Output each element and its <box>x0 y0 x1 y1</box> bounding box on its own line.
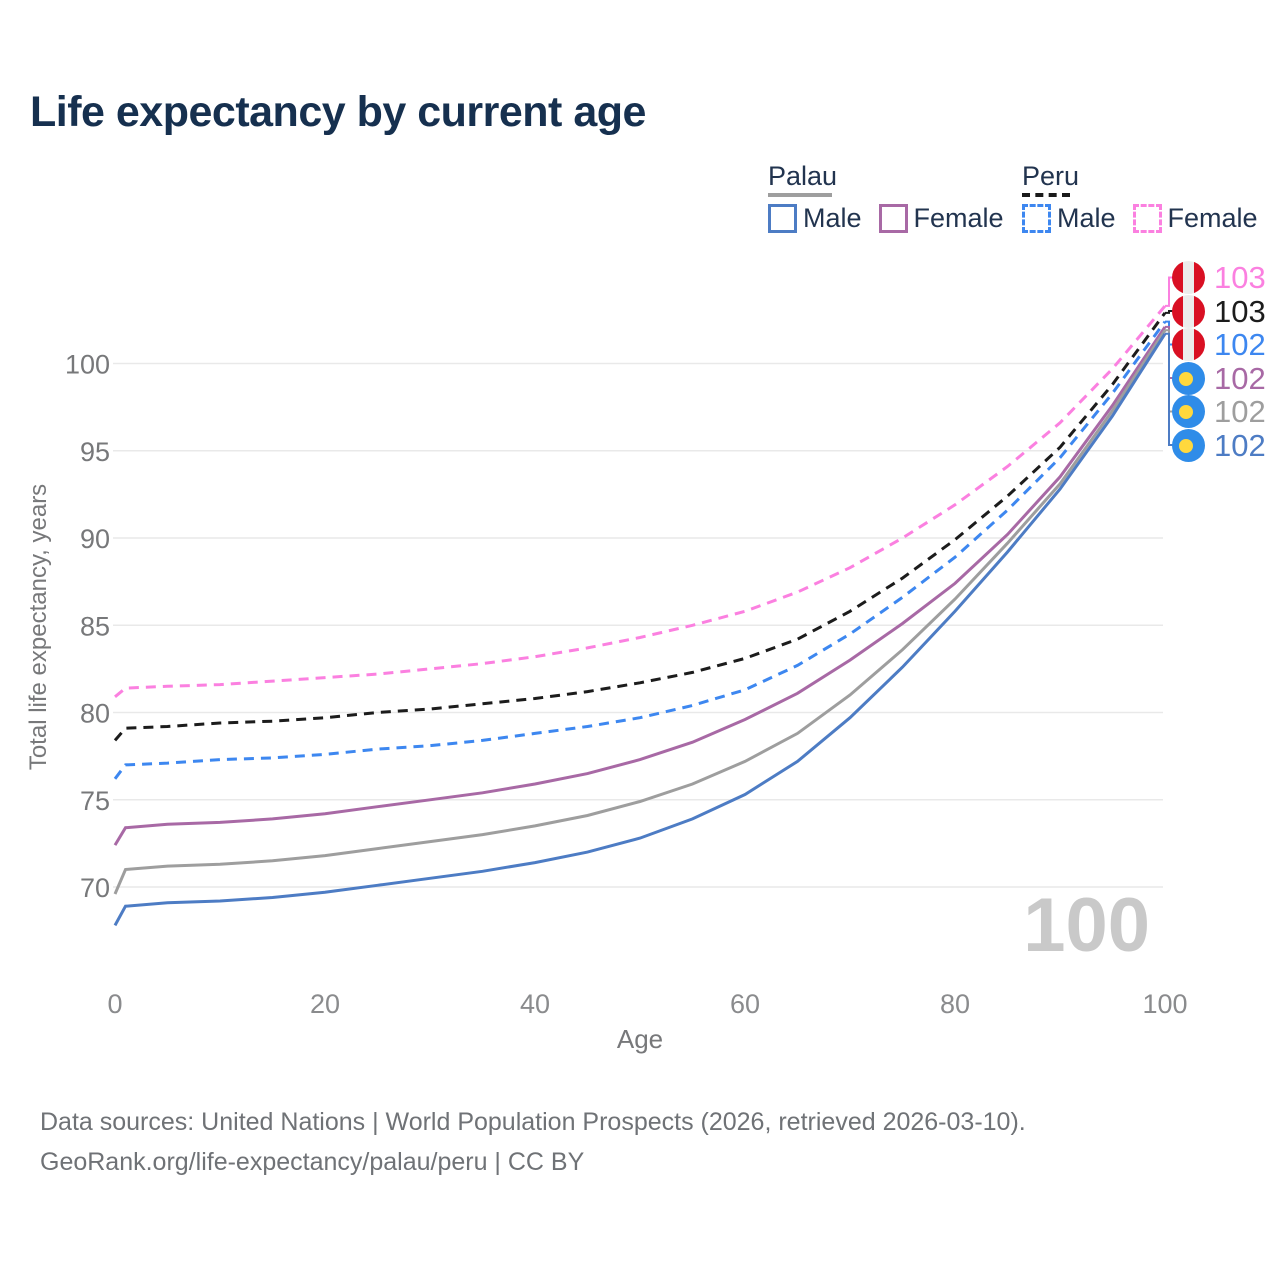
palau-female-swatch-icon <box>878 203 908 233</box>
y-tick-85: 85 <box>80 611 110 641</box>
legend-row-palau: Male Female <box>768 203 1021 233</box>
peru-dashed-line-swatch <box>1022 193 1070 197</box>
series-line-palau-male <box>113 332 1167 927</box>
y-axis-title: Total life expectancy, years <box>25 484 52 770</box>
x-tick-20: 20 <box>310 989 340 1019</box>
leader-line-palau-male <box>1165 332 1173 446</box>
life-expectancy-chart: 70 75 80 85 90 95 100 100 0 20 40 60 80 100 Age Total l… <box>0 240 1280 1090</box>
series-line-palau-female <box>113 326 1167 846</box>
end-label-row-peru-female: 103 <box>1172 261 1266 294</box>
end-label-row-peru-male: 102 <box>1172 328 1266 361</box>
end-label-value: 102 <box>1214 394 1266 429</box>
y-tick-95: 95 <box>80 437 110 467</box>
end-label-value: 102 <box>1214 427 1266 463</box>
end-label-row-palau-male: 102 <box>1172 427 1266 463</box>
peru-flag-icon <box>1172 294 1205 328</box>
leader-line-peru-female <box>1165 276 1173 307</box>
x-tick-80: 80 <box>940 989 970 1019</box>
end-label-value: 103 <box>1214 293 1266 329</box>
legend-group-peru-title: Peru <box>1022 161 1080 191</box>
palau-flag-moon <box>1179 371 1193 386</box>
end-label-row-peru: 103 <box>1172 293 1266 329</box>
palau-flag-icon <box>1172 361 1205 395</box>
peru-female-swatch-icon <box>1132 203 1162 233</box>
palau-flag-moon <box>1179 405 1193 419</box>
leader-line-peru <box>1165 310 1173 314</box>
x-tick-40: 40 <box>520 989 550 1019</box>
y-tick-70: 70 <box>80 873 110 903</box>
legend-label-peru-female: Female <box>1167 203 1258 233</box>
palau-flag-icon <box>1172 395 1205 428</box>
end-label-value: 102 <box>1214 360 1266 396</box>
age-watermark: 100 <box>1023 883 1150 968</box>
end-label-value: 103 <box>1214 260 1266 295</box>
legend-label-peru-male: Male <box>1057 203 1116 233</box>
page-title: Life expectancy by current age <box>30 88 646 136</box>
peru-flag-icon <box>1172 328 1205 361</box>
palau-flag-icon <box>1172 428 1205 462</box>
y-tick-100: 100 <box>65 350 110 380</box>
end-label-row-palau-female: 102 <box>1172 360 1266 396</box>
palau-male-swatch-icon <box>768 203 797 233</box>
series-line-peru-male <box>113 320 1167 780</box>
y-tick-80: 80 <box>80 699 110 729</box>
x-tick-0: 0 <box>107 989 122 1019</box>
series-line-peru <box>113 312 1167 742</box>
end-label-value: 102 <box>1214 327 1266 362</box>
x-tick-60: 60 <box>730 989 760 1019</box>
legend-group-palau-title: Palau <box>768 161 838 191</box>
y-tick-90: 90 <box>80 524 110 554</box>
end-label-row-palau: 102 <box>1172 395 1266 428</box>
footer-source-line: Data sources: United Nations | World Pop… <box>40 1108 1026 1136</box>
y-tick-75: 75 <box>80 786 110 816</box>
legend-label-palau-male: Male <box>803 203 862 233</box>
legend-label-palau-female: Female <box>913 203 1004 233</box>
footer-attribution-line: GeoRank.org/life-expectancy/palau/peru |… <box>40 1148 585 1176</box>
palau-solid-line-swatch <box>768 193 832 197</box>
peru-male-swatch-icon <box>1022 203 1051 233</box>
peru-flag-icon <box>1172 261 1205 294</box>
legend-row-peru: Male Female <box>1022 203 1275 233</box>
palau-flag-moon <box>1179 438 1193 453</box>
series-line-palau <box>113 329 1167 895</box>
series-line-peru-female <box>114 304 1167 698</box>
x-axis-title: Age <box>617 1024 663 1054</box>
x-tick-100: 100 <box>1142 989 1187 1019</box>
chart-svg: 70 75 80 85 90 95 100 100 0 20 40 60 80 100 Age Total l… <box>25 276 1188 1054</box>
